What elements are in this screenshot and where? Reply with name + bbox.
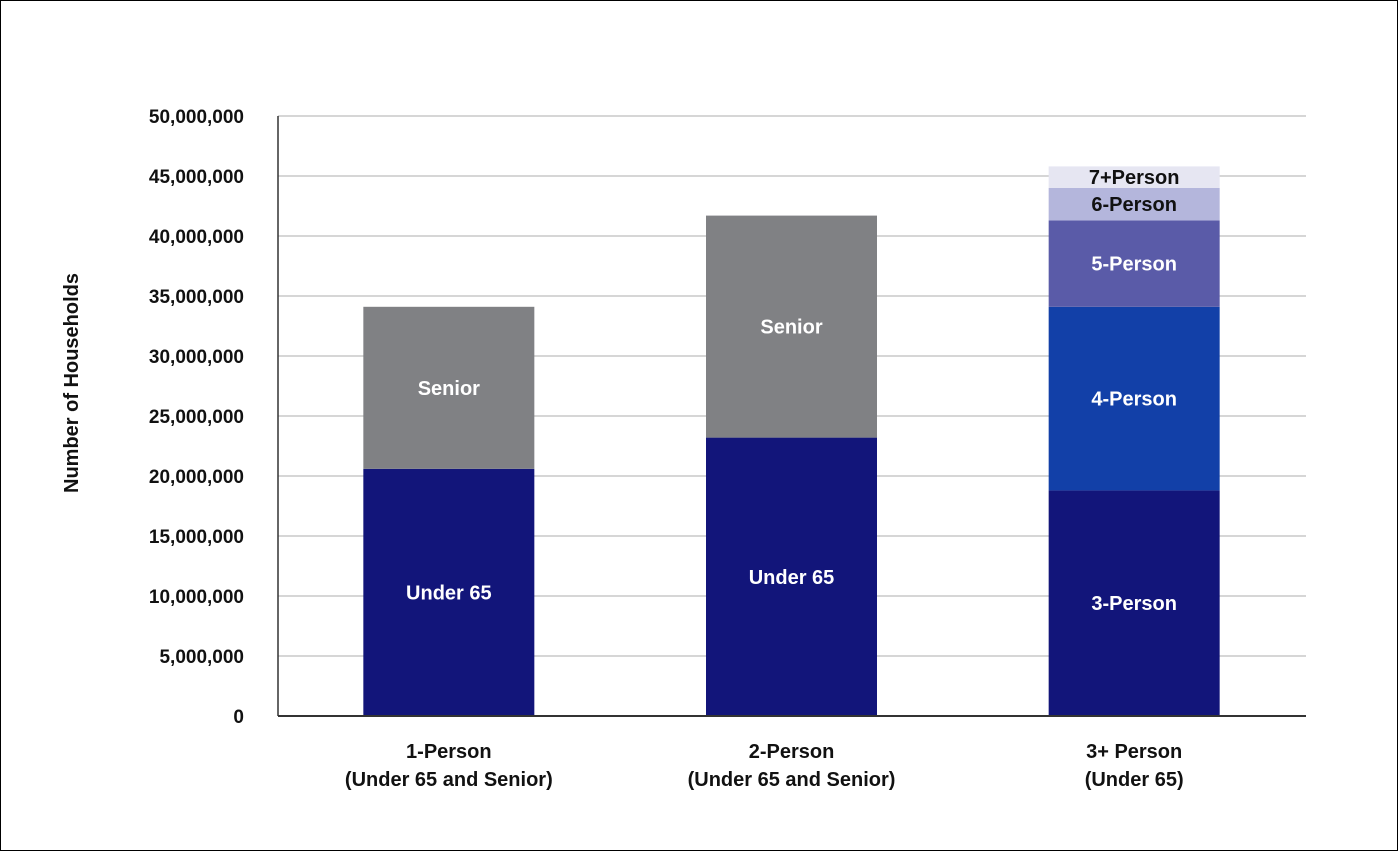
bars bbox=[363, 166, 1219, 716]
y-tick-label: 45,000,000 bbox=[149, 167, 244, 188]
y-tick-label: 50,000,000 bbox=[149, 107, 244, 128]
y-axis-title: Number of Households bbox=[61, 273, 83, 493]
segment-label: 3-Person bbox=[1091, 593, 1177, 615]
x-axis-categories: 1-Person (Under 65 and Senior) 2-Person (Un… bbox=[345, 741, 1184, 791]
segment-label: 6-Person bbox=[1091, 194, 1177, 216]
segment-label: Senior bbox=[760, 317, 822, 339]
segment-label: Senior bbox=[418, 378, 480, 400]
y-tick-label: 15,000,000 bbox=[149, 527, 244, 548]
y-tick-label: 40,000,000 bbox=[149, 227, 244, 248]
y-tick-label: 30,000,000 bbox=[149, 347, 244, 368]
segment-label: Under 65 bbox=[406, 582, 492, 604]
segment-label: Under 65 bbox=[749, 567, 835, 589]
x-category-sublabel: (Under 65 and Senior) bbox=[688, 769, 896, 791]
y-tick-label: 5,000,000 bbox=[159, 647, 244, 668]
x-category-label: 3+ Person bbox=[1086, 741, 1182, 763]
x-category-label: 1-Person bbox=[406, 741, 492, 763]
x-category-sublabel: (Under 65) bbox=[1085, 769, 1184, 791]
segment-label: 7+Person bbox=[1089, 167, 1180, 189]
y-tick-label: 10,000,000 bbox=[149, 587, 244, 608]
x-category-label: 2-Person bbox=[749, 741, 835, 763]
x-category-sublabel: (Under 65 and Senior) bbox=[345, 769, 553, 791]
y-tick-label: 25,000,000 bbox=[149, 407, 244, 428]
y-axis-ticks: 0 5,000,000 10,000,000 15,000,000 20,000,000… bbox=[149, 107, 244, 728]
segment-label: 5-Person bbox=[1091, 254, 1177, 276]
segment-label: 4-Person bbox=[1091, 389, 1177, 411]
y-tick-label: 0 bbox=[233, 707, 244, 728]
y-tick-label: 20,000,000 bbox=[149, 467, 244, 488]
y-tick-label: 35,000,000 bbox=[149, 287, 244, 308]
